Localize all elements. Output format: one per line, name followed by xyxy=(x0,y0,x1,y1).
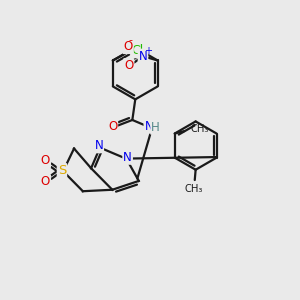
Text: CH₃: CH₃ xyxy=(190,124,208,134)
Text: O: O xyxy=(124,59,134,72)
Text: N: N xyxy=(139,50,147,63)
Text: O: O xyxy=(124,40,133,53)
Text: O: O xyxy=(41,154,50,167)
Text: O: O xyxy=(108,120,117,133)
Text: N: N xyxy=(123,151,132,164)
Text: CH₃: CH₃ xyxy=(185,184,203,194)
Text: -: - xyxy=(129,35,133,46)
Text: H: H xyxy=(151,121,160,134)
Text: N: N xyxy=(144,120,153,133)
Text: O: O xyxy=(41,175,50,188)
Text: N: N xyxy=(94,140,103,152)
Text: Cl: Cl xyxy=(131,44,143,57)
Text: S: S xyxy=(58,164,66,177)
Text: +: + xyxy=(144,46,152,56)
